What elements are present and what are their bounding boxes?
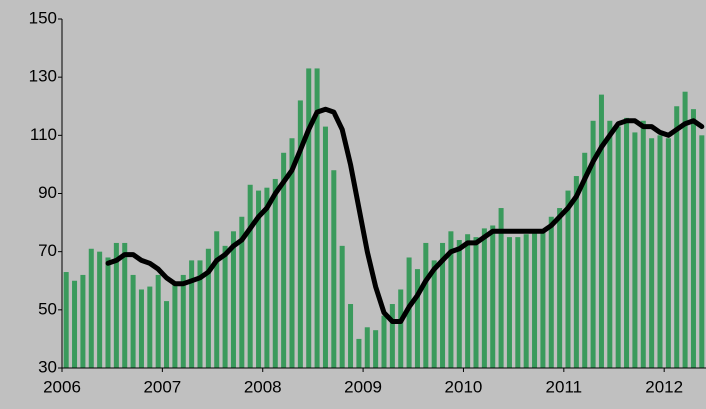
bar [456, 240, 462, 368]
bar [481, 228, 487, 368]
y-tick-label: 70 [38, 241, 57, 260]
bar [88, 248, 94, 368]
y-tick-label: 30 [38, 357, 57, 376]
bar [615, 126, 621, 368]
bar [348, 304, 354, 368]
bar [532, 231, 538, 368]
bar [657, 135, 663, 368]
bar [97, 251, 103, 368]
x-tick-label: 2009 [344, 377, 382, 396]
bar [632, 132, 638, 368]
bar [506, 237, 512, 368]
x-tick-label: 2012 [645, 377, 683, 396]
bar [264, 187, 270, 368]
bar [557, 208, 563, 368]
bar [682, 91, 688, 368]
bar [230, 231, 236, 368]
bar [548, 216, 554, 368]
bar [306, 68, 312, 369]
bar [381, 315, 387, 368]
bar [189, 260, 195, 368]
bar [197, 260, 203, 368]
bar [331, 170, 337, 368]
bar [314, 68, 320, 369]
x-tick-label: 2010 [445, 377, 483, 396]
bar [289, 138, 295, 368]
bar [113, 242, 119, 368]
bar [272, 178, 278, 368]
bar [247, 184, 253, 368]
bar [72, 280, 78, 368]
bar [640, 120, 646, 369]
bar [164, 301, 170, 368]
bar [239, 216, 245, 368]
bar [130, 274, 136, 368]
bar [222, 245, 228, 368]
bar [699, 135, 705, 368]
bar [565, 190, 571, 368]
line [105, 106, 705, 324]
bar [582, 152, 588, 368]
bar [214, 231, 220, 368]
bar [624, 117, 630, 368]
bar [448, 231, 454, 368]
bar [364, 327, 370, 368]
bar [281, 152, 287, 368]
bar [414, 269, 420, 368]
bar [122, 242, 128, 368]
bar [398, 289, 404, 368]
bar [297, 100, 303, 368]
bar [473, 237, 479, 368]
y-tick-label: 50 [38, 299, 57, 318]
bar [440, 242, 446, 368]
bar [155, 274, 161, 368]
bar [498, 208, 504, 368]
bar [465, 234, 471, 368]
bar [649, 138, 655, 368]
bar [205, 248, 211, 368]
x-tick-label: 2006 [43, 377, 81, 396]
x-tick-label: 2008 [244, 377, 282, 396]
bar [690, 109, 696, 369]
bar [590, 120, 596, 369]
y-tick-label: 130 [29, 67, 57, 86]
bar [356, 338, 362, 368]
bar [339, 245, 345, 368]
bar [490, 225, 496, 368]
x-tick-label: 2007 [143, 377, 181, 396]
bar [322, 126, 328, 368]
bar [180, 274, 186, 368]
bar [674, 106, 680, 368]
bar [138, 289, 144, 368]
x-tick-label: 2011 [546, 377, 583, 396]
bar [665, 138, 671, 368]
bar [607, 120, 613, 369]
bar [389, 304, 395, 368]
y-tick-label: 110 [30, 125, 57, 144]
bar [256, 190, 262, 368]
y-tick-label: 150 [29, 8, 57, 27]
bar [523, 234, 529, 368]
bar [147, 286, 153, 368]
bar [423, 242, 429, 368]
bar [540, 231, 546, 368]
bar [431, 260, 437, 368]
bar [573, 176, 579, 368]
bar [406, 257, 412, 368]
bar [515, 237, 521, 368]
y-tick-label: 90 [38, 183, 57, 202]
bar [63, 272, 69, 368]
bar [373, 330, 379, 368]
bar [172, 283, 178, 368]
bar [105, 257, 111, 368]
bar [80, 274, 86, 368]
bar [598, 94, 604, 368]
